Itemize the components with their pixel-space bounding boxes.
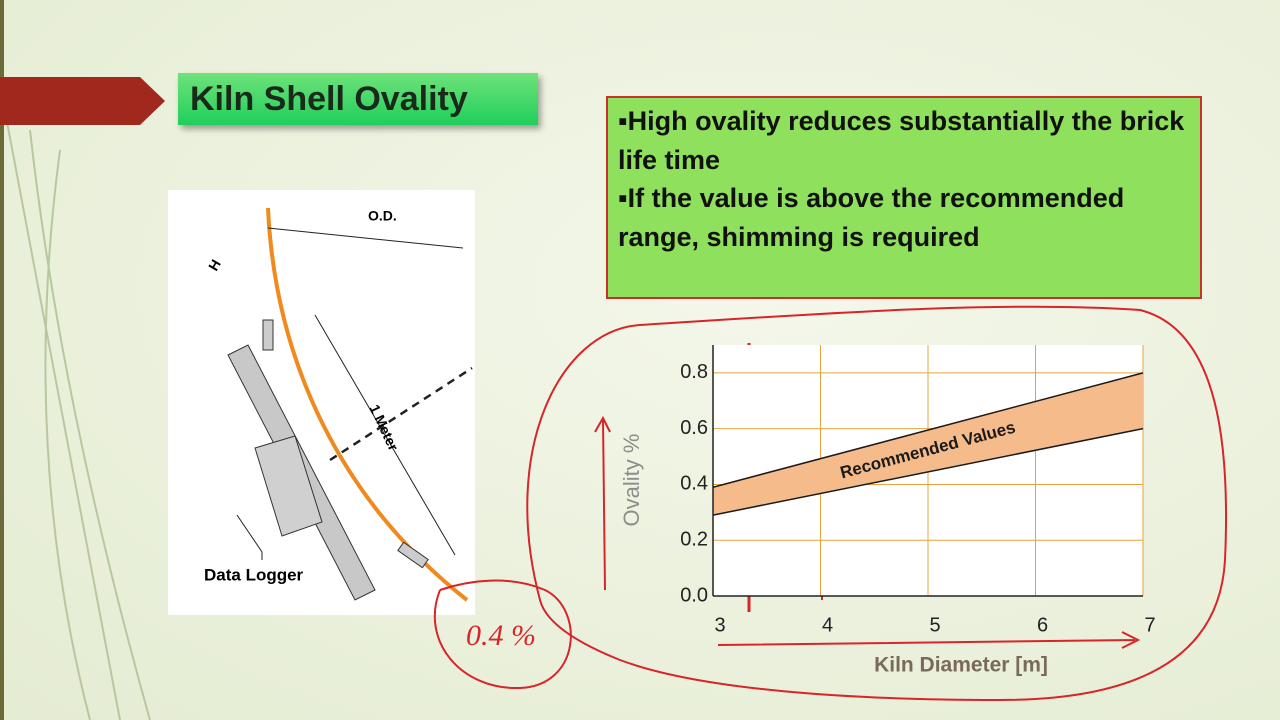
diagram: O.D. H 1 Meter Data Logger <box>168 190 475 615</box>
y-tick-label: 0.2 <box>680 529 708 551</box>
bullet-box: High ovality reduces substantially the b… <box>606 96 1202 299</box>
lower-line <box>712 427 1144 516</box>
logger-leader <box>236 514 263 560</box>
y-axis-label: Ovality % <box>619 434 644 527</box>
contact-top <box>262 319 274 351</box>
logger-label: Data Logger <box>204 565 304 584</box>
x-arrow <box>717 631 1141 649</box>
y-tick-label: 0.4 <box>680 473 708 495</box>
bullet-list: High ovality reduces substantially the b… <box>618 102 1192 256</box>
center-line <box>329 366 473 462</box>
circle-chart <box>526 305 1228 702</box>
x-tick-label: 6 <box>1037 614 1048 636</box>
od-label: O.D. <box>368 208 397 224</box>
contact-bottom <box>397 541 429 569</box>
x-tick-label: 3 <box>714 614 725 636</box>
diagram-bg <box>168 190 475 615</box>
x-axis-label: Kiln Diameter [m] <box>874 654 1048 677</box>
y-tick-label: 0.0 <box>680 584 708 606</box>
y-tick-label: 0.6 <box>680 417 708 439</box>
od-arrow <box>267 227 464 249</box>
x-tick-label: 7 <box>1144 614 1155 636</box>
bullet: High ovality reduces substantially the b… <box>618 102 1192 179</box>
note-text: 0.4 % <box>466 619 536 652</box>
meter-arrow <box>314 314 456 556</box>
decor-curves <box>0 84 151 720</box>
x-tick-label: 5 <box>929 614 940 636</box>
x-tick-label: 4 <box>822 614 833 636</box>
band-area <box>713 372 1143 516</box>
logger-box <box>254 435 323 537</box>
title: Kiln Shell Ovality <box>190 80 468 118</box>
bullet: If the value is above the recommended ra… <box>618 179 1192 256</box>
upper-line <box>712 372 1144 488</box>
title-arrow <box>0 77 165 125</box>
y-tick-label: 0.8 <box>680 361 708 383</box>
y-arrow <box>594 415 611 591</box>
circle-note <box>433 579 572 690</box>
side-strip <box>0 0 4 720</box>
title-box: Kiln Shell Ovality <box>178 73 538 125</box>
